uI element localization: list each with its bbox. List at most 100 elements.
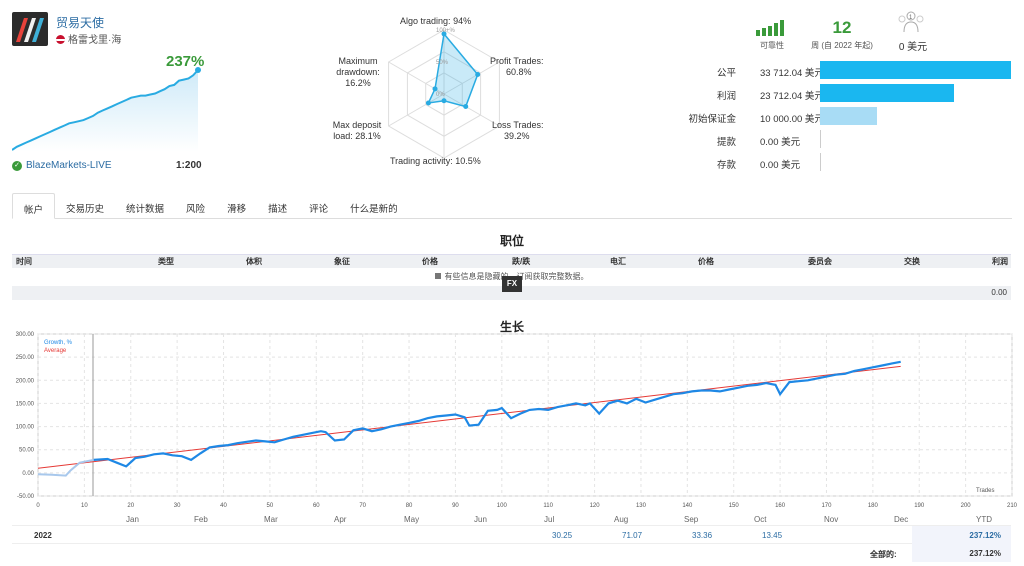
broker-link[interactable]: ✓ BlazeMarkets-LIVE xyxy=(12,160,112,171)
y-tick-label: 0.00 xyxy=(22,471,34,477)
month-header: YTD xyxy=(976,515,992,524)
column-header[interactable]: 价格 xyxy=(422,257,438,266)
year-label: 2022 xyxy=(34,531,52,540)
weeks-value: 12 xyxy=(832,18,852,37)
balance-row: 初始保证金 10 000.00 美元 xyxy=(680,107,1020,125)
growth-percent: 237% xyxy=(166,53,205,70)
column-header[interactable]: 跌/跌 xyxy=(512,257,531,266)
balance-value: 10 000.00 美元 xyxy=(760,114,824,125)
tab-3[interactable]: 风险 xyxy=(186,204,206,215)
x-tick-label: 0 xyxy=(36,503,40,509)
sparkline-line xyxy=(12,69,199,151)
column-header[interactable]: 委员会 xyxy=(808,257,832,266)
x-tick-label: 180 xyxy=(868,503,879,509)
y-tick-label: 200.00 xyxy=(16,378,35,384)
positions-total: 0.00 xyxy=(12,286,1011,300)
radar-label-activity: Trading activity: 10.5% xyxy=(390,156,481,166)
radar-point xyxy=(441,98,447,104)
tab-1[interactable]: 交易历史 xyxy=(66,204,105,215)
x-tick-label: 70 xyxy=(359,503,366,509)
column-header[interactable]: 交换 xyxy=(904,257,920,266)
column-header[interactable]: 时间 xyxy=(16,257,32,266)
column-header[interactable]: 电汇 xyxy=(610,257,626,266)
tab-2[interactable]: 统计数据 xyxy=(126,204,165,215)
month-header: Jun xyxy=(474,515,487,524)
balance-value: 0.00 美元 xyxy=(760,160,801,171)
x-tick-label: 100 xyxy=(497,503,508,509)
x-tick-label: 40 xyxy=(220,503,227,509)
balance-value: 0.00 美元 xyxy=(760,137,801,148)
weeks-label: 周 (自 2022 年起) xyxy=(811,41,873,50)
radar-label-algo: Algo trading: 94% xyxy=(400,16,472,26)
x-tick-label: 160 xyxy=(775,503,786,509)
fx-badge: FX xyxy=(502,276,522,292)
month-header: Jan xyxy=(126,515,139,524)
month-value: 30.25 xyxy=(552,531,573,540)
x-axis-label: Trades xyxy=(976,488,994,494)
column-header[interactable]: 价格 xyxy=(698,257,714,266)
radar-ring-label: 0% xyxy=(436,92,445,98)
balance-label: 提款 xyxy=(716,137,736,148)
column-header[interactable]: 体积 xyxy=(246,257,262,266)
month-header: Nov xyxy=(824,515,839,524)
radar-point xyxy=(463,104,469,110)
owner-name: 格雷戈里·海 xyxy=(68,35,122,46)
positions-title: 职位 xyxy=(499,234,524,248)
growth-chart: Growth, % Average Trades -50.00 0.00 50.00… xyxy=(16,332,1018,509)
radar-ring-label: 50% xyxy=(436,60,449,66)
total-value: 237.12% xyxy=(912,544,1011,562)
tab-5[interactable]: 描述 xyxy=(268,204,288,215)
growth-line-prehistory xyxy=(37,458,94,477)
radar-point xyxy=(432,86,438,92)
plot-area xyxy=(37,333,1013,497)
lock-icon xyxy=(434,273,441,279)
y-tick-label: 100.00 xyxy=(16,425,35,431)
radar-label-loss: Loss Trades: 39.2% xyxy=(492,120,544,141)
balance-label: 初始保证金 xyxy=(688,114,736,125)
balance-label: 公平 xyxy=(716,68,736,79)
radar-label-drawdown: Maximum drawdown: 16.2% xyxy=(336,56,380,88)
average-line xyxy=(37,365,901,469)
radar-ring-label: 100+% xyxy=(436,28,456,34)
month-value: 33.36 xyxy=(692,531,713,540)
tab-bar: 帐户 交易历史 统计数据 风险 滑移 描述 评论 什么是新的 xyxy=(12,193,1012,219)
balance-bar-fill xyxy=(820,107,877,125)
radar-point xyxy=(441,31,447,37)
signal-owner[interactable]: 格雷戈里·海 xyxy=(56,31,121,46)
balance-row: 利润 23 712.04 美元 xyxy=(680,84,1020,102)
balance-value: 33 712.04 美元 xyxy=(760,68,824,79)
radar-spoke xyxy=(443,93,500,127)
column-header[interactable]: 利润 xyxy=(992,257,1008,266)
subscribers-icon: 1 xyxy=(898,11,924,33)
x-tick-label: 50 xyxy=(267,503,274,509)
x-tick-label: 110 xyxy=(543,503,553,509)
x-tick-label: 210 xyxy=(1007,503,1018,509)
x-tick-label: 190 xyxy=(914,503,925,509)
tab-0[interactable]: 帐户 xyxy=(12,193,56,219)
radar-point xyxy=(425,100,431,106)
x-tick-label: 90 xyxy=(452,503,459,509)
month-header: Jul xyxy=(544,515,555,524)
column-header[interactable]: 类型 xyxy=(158,257,174,266)
tab-6[interactable]: 评论 xyxy=(309,204,329,215)
y-tick-label: -50.00 xyxy=(17,494,35,500)
x-tick-label: 60 xyxy=(313,503,320,509)
growth-title: 生长 xyxy=(499,320,524,334)
column-header[interactable]: 象征 xyxy=(334,257,350,266)
x-tick-label: 10 xyxy=(81,503,88,509)
month-value: 71.07 xyxy=(622,531,643,540)
tab-7[interactable]: 什么是新的 xyxy=(350,204,398,215)
total-row: 全部的: 237.12% xyxy=(12,544,1011,562)
balance-bar-fill xyxy=(820,130,821,148)
x-tick-label: 140 xyxy=(682,503,693,509)
x-tick-label: 80 xyxy=(406,503,413,509)
legend-growth: Growth, % xyxy=(44,340,73,346)
month-header: Dec xyxy=(894,515,909,524)
verified-shield-icon: ✓ xyxy=(12,160,22,171)
y-tick-label: 50.00 xyxy=(19,448,35,454)
tab-4[interactable]: 滑移 xyxy=(227,204,247,215)
signal-name[interactable]: 贸易天使 xyxy=(56,16,105,30)
legend-average: Average xyxy=(44,348,67,354)
subscribers-count: 1 xyxy=(909,15,913,21)
y-tick-label: 250.00 xyxy=(16,355,35,361)
